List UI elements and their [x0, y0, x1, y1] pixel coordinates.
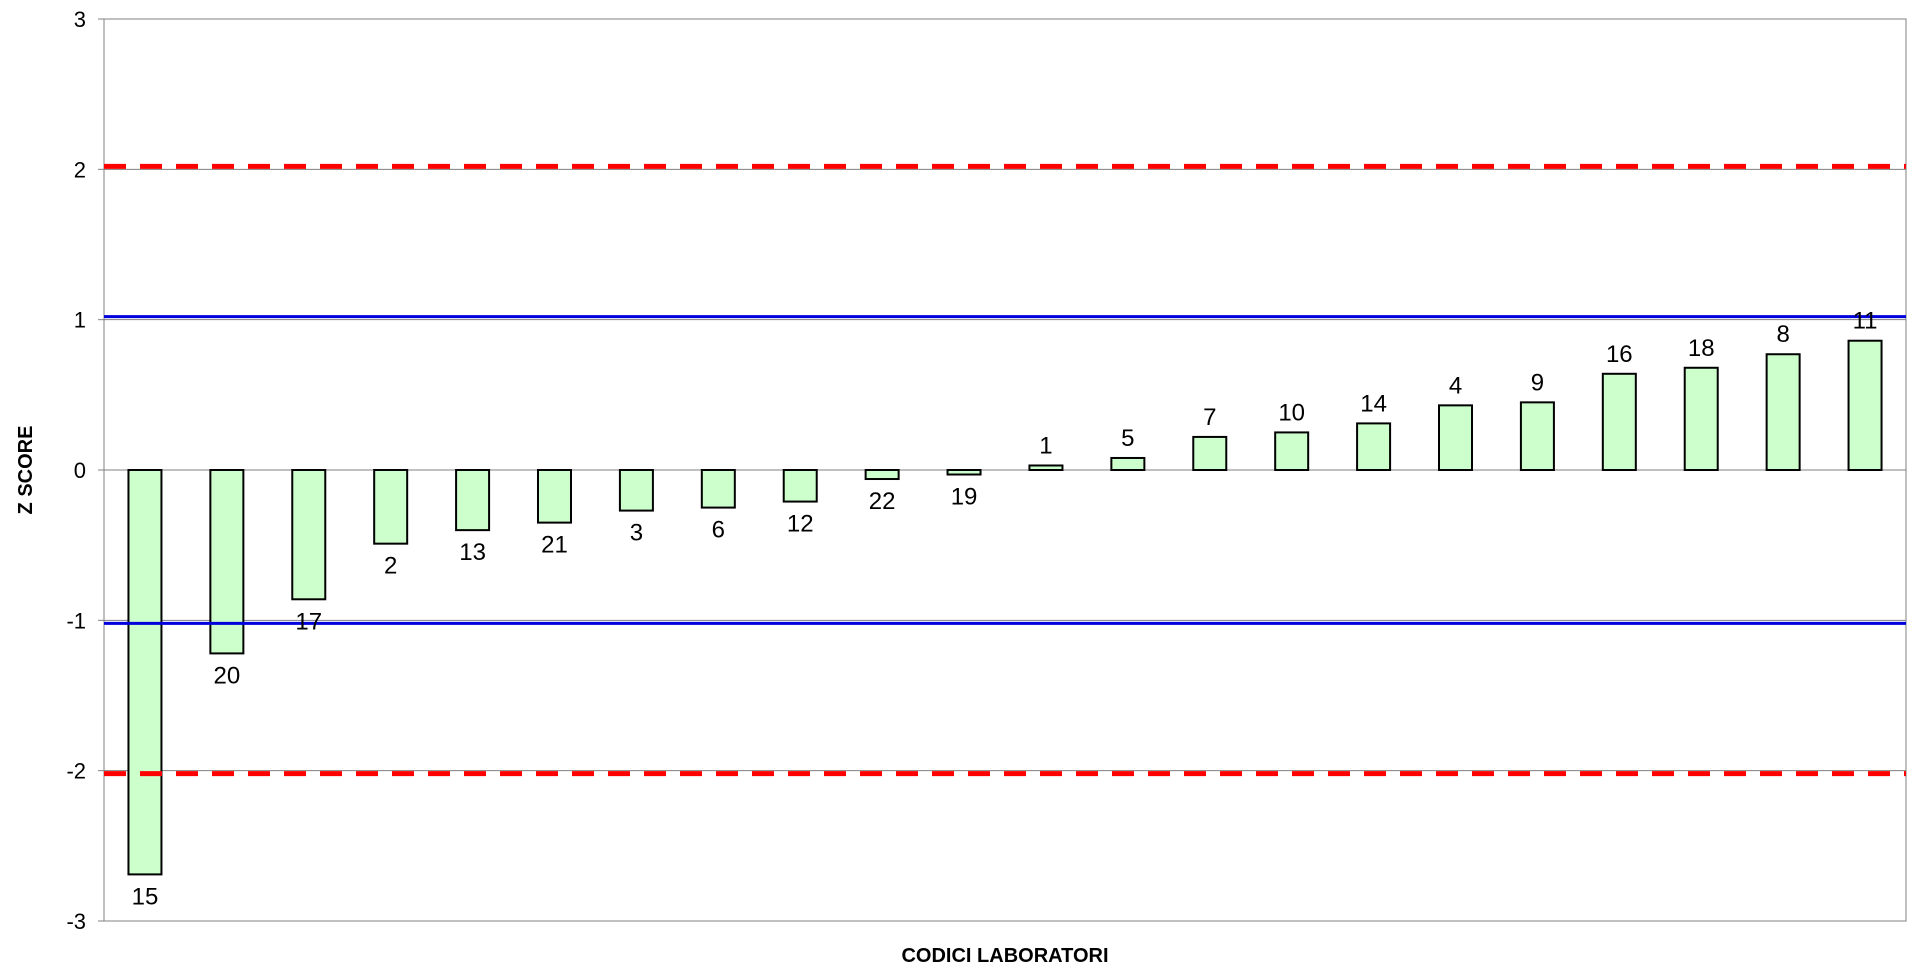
bar-6 [700, 469, 736, 509]
bar-label-11: 11 [1853, 308, 1878, 335]
bar-15 [127, 469, 163, 876]
bar-16 [1601, 372, 1637, 471]
y-tick-label: 3 [74, 7, 86, 32]
bar-label-3: 3 [630, 520, 643, 547]
bar-20 [209, 469, 245, 655]
bar-label-4: 4 [1449, 372, 1462, 399]
bar-18 [1683, 366, 1719, 472]
bar-2 [373, 469, 409, 545]
bar-10 [1274, 431, 1310, 471]
bar-9 [1519, 401, 1555, 472]
bar-label-17: 17 [295, 608, 322, 635]
y-axis-title: Z SCORE [15, 426, 37, 515]
bar-12 [782, 469, 818, 503]
y-tick-labels: -3 -2 -1 0 1 2 3 [66, 7, 104, 934]
bar-label-8: 8 [1776, 321, 1789, 348]
bar-label-6: 6 [712, 517, 725, 544]
bar-label-7: 7 [1203, 404, 1216, 431]
bar-label-21: 21 [541, 532, 568, 559]
bar-label-16: 16 [1606, 341, 1633, 368]
bar-label-19: 19 [951, 484, 978, 511]
bar-17 [291, 469, 327, 601]
y-tick-label: -2 [66, 759, 86, 784]
bar-label-14: 14 [1360, 390, 1387, 417]
y-tick-label: 0 [74, 458, 86, 483]
bar-label-22: 22 [869, 488, 896, 515]
bar-label-15: 15 [132, 883, 159, 910]
bar-label-10: 10 [1278, 399, 1305, 426]
bar-label-9: 9 [1531, 369, 1544, 396]
bar-7 [1192, 435, 1228, 471]
reference-lines [104, 163, 1906, 777]
bar-22 [864, 469, 900, 481]
bar-1 [1028, 464, 1064, 471]
bar-3 [618, 469, 654, 512]
bar-14 [1356, 422, 1392, 471]
bar-13 [455, 469, 491, 532]
bar-8 [1765, 353, 1801, 472]
bar-label-2: 2 [384, 553, 397, 580]
x-axis-title: CODICI LABORATORI [901, 945, 1108, 967]
bar-label-13: 13 [459, 539, 486, 566]
y-tick-label: 2 [74, 157, 86, 182]
bar-4 [1438, 404, 1473, 471]
bar-19 [946, 469, 982, 476]
y-tick-label: 1 [74, 308, 86, 333]
bar-11 [1847, 339, 1883, 472]
y-tick-label: -1 [66, 608, 86, 633]
bar-label-5: 5 [1121, 425, 1134, 452]
bar-21 [537, 469, 572, 524]
bar-5 [1110, 456, 1146, 471]
bar-label-12: 12 [787, 511, 814, 538]
bar-label-1: 1 [1039, 432, 1052, 459]
y-tick-label: -3 [66, 909, 86, 934]
bars [127, 339, 1883, 876]
bar-label-18: 18 [1688, 335, 1715, 362]
bar-label-20: 20 [214, 662, 241, 689]
